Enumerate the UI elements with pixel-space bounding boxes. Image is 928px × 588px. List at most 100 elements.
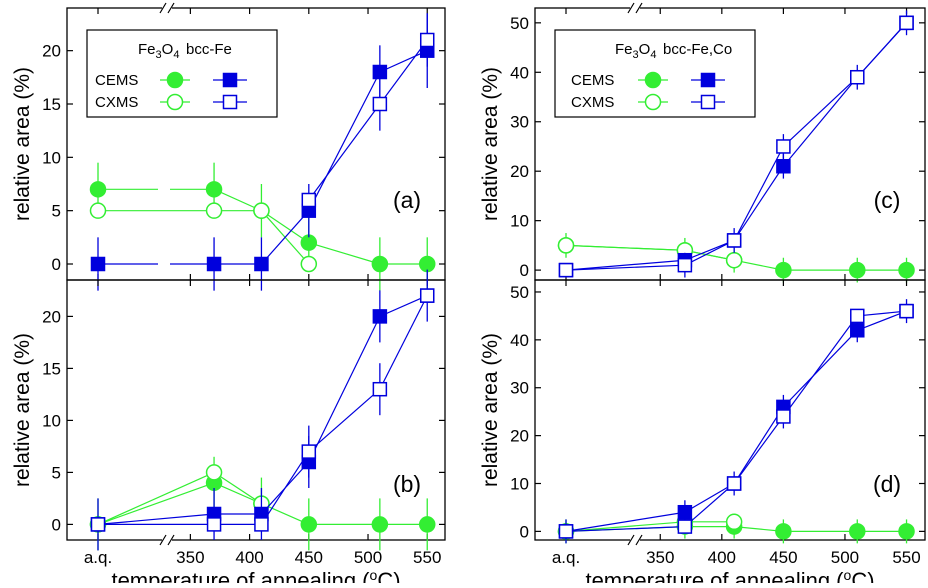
axis-break-gap: [630, 6, 640, 10]
panel-b: 0 5 10 15 20 a.q. 350 400 450 500 550 relative area…: [11, 269, 446, 588]
data-point-square: [372, 96, 388, 112]
legend-marker-square: [700, 94, 716, 110]
data-point-circle: [300, 234, 318, 251]
data-point-circle: [89, 181, 107, 198]
y-tick-label: 0: [52, 255, 61, 274]
panel-label: (b): [393, 471, 421, 497]
data-point-square: [850, 308, 865, 324]
data-point-square: [726, 233, 742, 248]
y-tick-label: 5: [52, 202, 61, 221]
panel-label: (c): [874, 187, 901, 213]
series-line: [213, 188, 262, 212]
series-line: [213, 482, 262, 505]
data-point-square: [254, 256, 269, 272]
legend-marker-circle: [644, 93, 662, 111]
series-line: [782, 315, 858, 417]
legend-header-bcc: bcc-Fe: [186, 41, 232, 58]
data-point-circle: [725, 251, 743, 269]
series-line: [733, 406, 784, 484]
y-axis-label: relative area (%): [479, 67, 502, 221]
data-point-square: [776, 159, 791, 174]
legend-header-fe3o4: Fe3O4: [138, 41, 179, 61]
y-tick-label: 50: [510, 14, 529, 33]
data-point-square: [206, 517, 222, 532]
legend-marker-square: [700, 72, 716, 88]
axis-break-mark: [627, 2, 635, 14]
series-line: [565, 525, 685, 532]
series-line: [308, 242, 381, 265]
series-line: [565, 511, 685, 532]
data-point-circle: [418, 255, 436, 273]
series-line: [308, 316, 381, 463]
y-tick-label: 50: [510, 283, 529, 302]
axis-break-mark: [167, 2, 175, 14]
x-tick-label: 350: [646, 548, 674, 567]
data-point-circle: [898, 261, 915, 279]
data-point-square: [372, 309, 388, 324]
series-line: [684, 483, 735, 528]
data-point-square: [776, 409, 791, 424]
x-tick-label: 400: [235, 548, 263, 567]
series-line: [213, 471, 262, 505]
axis-break-gap: [162, 538, 172, 542]
series-line: [308, 71, 381, 211]
series-line: [565, 244, 685, 251]
y-tick-label: 30: [510, 379, 529, 398]
data-point-circle: [418, 516, 436, 533]
data-point-circle: [253, 202, 270, 219]
data-point-square: [677, 257, 693, 273]
series-line: [565, 259, 685, 271]
data-point-square: [206, 256, 222, 272]
axis-break-mark: [159, 534, 167, 546]
series-line: [857, 310, 907, 331]
series-line: [782, 76, 858, 147]
series-line: [684, 482, 735, 513]
series-line: [684, 239, 735, 266]
y-tick-label: 10: [42, 148, 61, 167]
series-line: [782, 76, 858, 167]
data-point-circle: [205, 464, 223, 481]
data-point-square: [558, 524, 574, 539]
data-point-square: [850, 323, 865, 338]
panel-c: 0 10 20 30 40 50 relative area (%) (c) Fe3O4 bcc-…: [479, 2, 926, 283]
series-line: [97, 513, 215, 525]
series-line: [379, 295, 428, 317]
series-line: [379, 50, 428, 73]
data-point-circle: [849, 261, 866, 279]
data-point-square: [899, 303, 914, 319]
series-line: [565, 521, 685, 532]
legend-marker-square: [222, 94, 238, 110]
series-line: [782, 329, 858, 408]
series-line: [308, 388, 381, 453]
data-point-circle: [775, 523, 792, 540]
series-line: [379, 295, 428, 390]
data-point-circle: [557, 237, 575, 254]
legend: Fe3O4 bcc-Fe,Co CEMS CXMS: [554, 29, 756, 118]
axis-break-mark: [159, 2, 167, 14]
legend-marker-circle: [166, 71, 184, 89]
legend-row-label: CEMS: [571, 72, 614, 89]
x-tick-label: a.q.: [552, 548, 580, 567]
y-tick-label: 10: [510, 474, 529, 493]
axis-break-mark: [167, 534, 175, 546]
y-tick-label: 40: [510, 331, 529, 350]
data-point-square: [301, 192, 317, 208]
y-tick-label: 10: [42, 411, 61, 430]
panel-label: (a): [393, 187, 421, 213]
data-point-square: [850, 69, 865, 85]
plot-frame: [66, 279, 446, 541]
y-tick-label: 20: [510, 162, 529, 181]
y-axis-label: relative area (%): [11, 333, 34, 487]
x-tick-label: 500: [354, 548, 382, 567]
data-point-circle: [300, 255, 318, 273]
x-tick-label: 450: [295, 548, 323, 567]
series-line: [684, 249, 735, 261]
x-tick-label: 550: [892, 548, 920, 567]
legend-marker-square: [222, 72, 238, 88]
legend-marker-circle: [644, 71, 662, 89]
data-point-square: [419, 32, 435, 48]
series-line: [379, 39, 428, 105]
legend-header-bcc: bcc-Fe,Co: [663, 41, 732, 58]
